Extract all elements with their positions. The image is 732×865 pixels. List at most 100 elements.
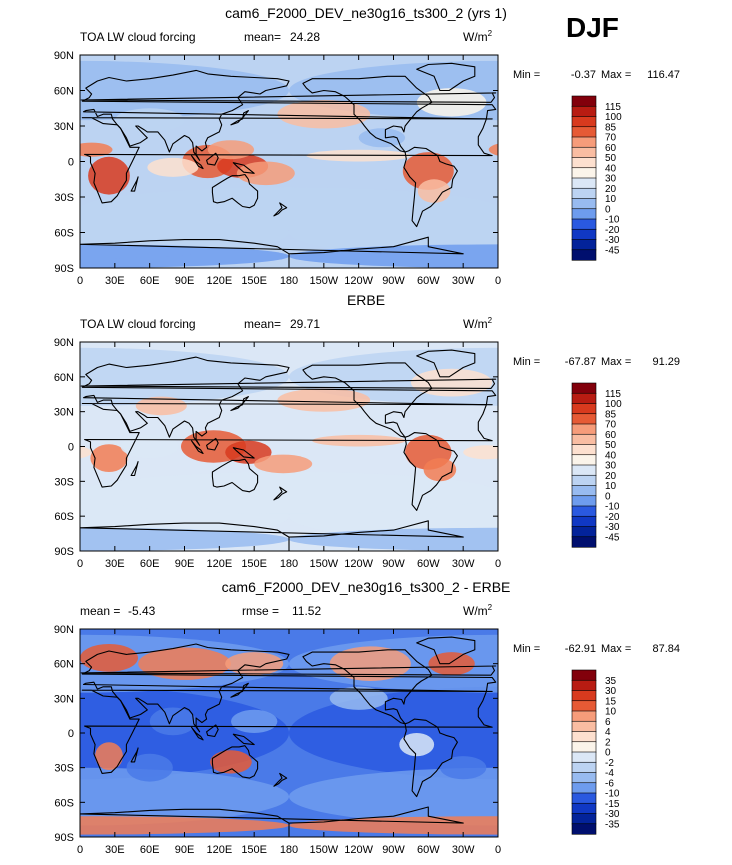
coastline-3 <box>500 118 732 203</box>
x-tick-label: 120E <box>206 275 232 287</box>
stat2-label: rmse = <box>242 604 279 618</box>
colorbar-label: -30 <box>605 809 620 820</box>
field-region <box>6 458 39 481</box>
field-layer <box>0 55 732 268</box>
x-tick-label: 150E <box>241 844 267 856</box>
x-tick-label: 60W <box>417 844 440 856</box>
min-value: -0.37 <box>571 69 596 81</box>
x-tick-label: 150W <box>309 558 338 570</box>
colorbar-label: -15 <box>605 799 620 810</box>
field-region <box>0 179 32 203</box>
colorbar-label: -35 <box>605 819 620 830</box>
colorbar-swatch <box>571 423 597 435</box>
colorbar-label: 0 <box>605 491 611 502</box>
colorbar-swatch <box>571 167 597 179</box>
colorbar-label: 115 <box>605 389 621 400</box>
x-tick-label: 180 <box>280 275 298 287</box>
coastline-6 <box>190 155 204 170</box>
y-tick-label: 60S <box>54 228 74 240</box>
coastline-10 <box>692 487 705 500</box>
coastline-13 <box>549 748 556 762</box>
coastline-10 <box>273 772 288 787</box>
coastline-2 <box>0 63 57 90</box>
coastline-5 <box>630 175 675 208</box>
coastline-4 <box>0 357 78 445</box>
field-region <box>695 100 732 128</box>
coastline-5 <box>630 459 675 492</box>
x-tick-label: 0 <box>77 558 83 570</box>
colorbar-label: -30 <box>605 235 620 246</box>
field-region <box>655 162 713 186</box>
y-tick-label: 30S <box>54 476 74 488</box>
colorbar-label: -45 <box>605 532 620 543</box>
colorbar-label: 6 <box>605 717 611 728</box>
coastline-12 <box>649 397 667 411</box>
field-region <box>10 652 56 675</box>
x-tick-label: 90W <box>382 558 405 570</box>
coastline-12 <box>230 396 249 412</box>
x-tick-label: 120W <box>344 558 373 570</box>
colorbar-swatch <box>571 413 597 425</box>
coastline-3 <box>81 689 493 774</box>
min-value: -62.91 <box>565 643 596 655</box>
x-tick-label: 60E <box>140 558 160 570</box>
colorbar-swatch <box>571 239 597 251</box>
field-region <box>80 142 113 157</box>
panel-subtitle: TOA LW cloud forcing <box>80 317 196 331</box>
field-region <box>207 140 255 160</box>
coastline-13 <box>130 747 139 763</box>
y-tick-label: 90S <box>54 263 74 275</box>
colorbar-label: -30 <box>605 522 620 533</box>
coastline-8 <box>651 163 672 174</box>
field-region <box>289 816 498 835</box>
y-tick-label: 90N <box>54 624 74 636</box>
field-region <box>80 446 92 459</box>
field-region <box>329 646 411 681</box>
colorbar-swatch <box>571 228 597 241</box>
y-tick-label: 30S <box>54 763 74 775</box>
units-base: W/m <box>463 604 488 618</box>
coastline-2 <box>416 62 476 92</box>
x-tick-label: 120E <box>206 844 232 856</box>
coastline-7 <box>625 725 637 737</box>
coastline-6 <box>190 440 204 455</box>
x-tick-label: 60E <box>140 275 160 287</box>
colorbar-swatch <box>571 433 597 446</box>
colorbar-swatch <box>571 208 597 220</box>
field-region <box>236 161 295 186</box>
stat1-value: 29.71 <box>290 317 320 331</box>
field-layer <box>0 342 732 551</box>
coastline-4 <box>81 356 497 446</box>
field-region <box>672 455 730 474</box>
stat1-value: -5.43 <box>128 604 156 618</box>
coastline-5 <box>211 173 259 209</box>
colorbar-label: -20 <box>605 512 620 523</box>
colorbar-label: 30 <box>605 686 617 697</box>
colorbar-swatch <box>571 485 597 497</box>
colorbar-swatch <box>571 679 597 692</box>
x-tick-label: 30E <box>105 558 125 570</box>
field-region <box>628 750 670 773</box>
colorbar-label: 30 <box>605 174 617 185</box>
field-region <box>695 389 732 412</box>
x-tick-label: 180 <box>280 844 298 856</box>
x-tick-label: 90W <box>382 275 405 287</box>
field-region <box>417 179 451 203</box>
coastline-5 <box>630 746 675 778</box>
min-label: Min = <box>513 69 540 81</box>
coastline-3 <box>500 690 732 773</box>
x-tick-label: 0 <box>495 844 501 856</box>
field-region <box>277 388 371 412</box>
colorbar-swatch <box>571 136 597 148</box>
field-region <box>488 143 498 156</box>
x-tick-label: 30E <box>105 275 125 287</box>
field-region <box>225 440 272 464</box>
x-tick-label: 150W <box>309 844 338 856</box>
y-tick-label: 30N <box>54 407 74 419</box>
y-tick-label: 60S <box>54 797 74 809</box>
coastline-10 <box>273 486 288 501</box>
colorbar-label: 4 <box>605 727 611 738</box>
